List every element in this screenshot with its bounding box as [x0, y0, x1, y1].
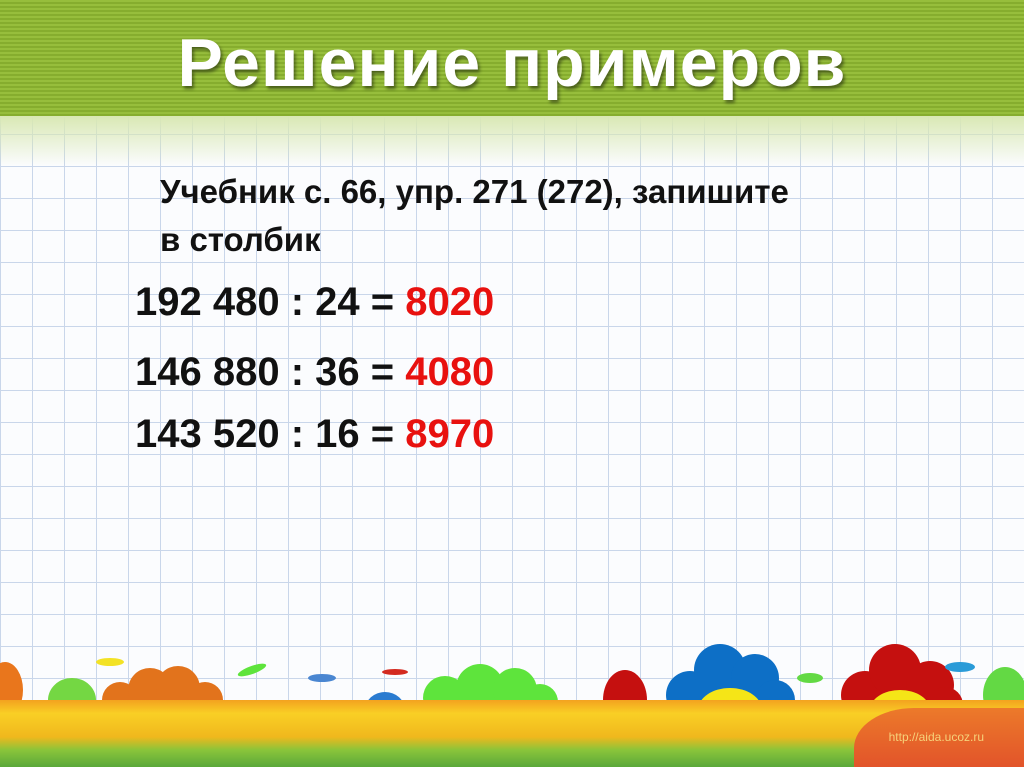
flowers-decoration [0, 644, 1024, 710]
equation-expression: 192 480 : 24 = [135, 280, 406, 324]
watermark: http://aida.ucoz.ru [888, 730, 984, 744]
equation-answer: 4080 [405, 350, 495, 394]
slide-title: Решение примеров [177, 25, 847, 101]
equation-expression: 143 520 : 16 = [135, 412, 406, 456]
task-line-1: Учебник с. 66, упр. 271 (272), запишите [160, 173, 789, 210]
equation-expression: 146 880 : 36 = [135, 350, 406, 394]
equation-3: 143 520 : 16 = 8970 [135, 412, 494, 457]
flower-orange-small [0, 662, 23, 710]
equation-answer: 8970 [405, 412, 495, 456]
task-text: Учебник с. 66, упр. 271 (272), запишите … [160, 168, 960, 264]
footer-corner [854, 708, 1024, 767]
equation-2: 146 880 : 36 = 4080 [135, 350, 494, 395]
equation-answer: 8020 [405, 280, 495, 324]
bud-green-right [983, 667, 1024, 710]
equation-1: 192 480 : 24 = 8020 [135, 280, 494, 325]
footer-banner [0, 700, 1024, 767]
task-line-2: в столбик [160, 221, 321, 258]
header-banner [0, 0, 1024, 116]
header-fade [0, 116, 1024, 166]
